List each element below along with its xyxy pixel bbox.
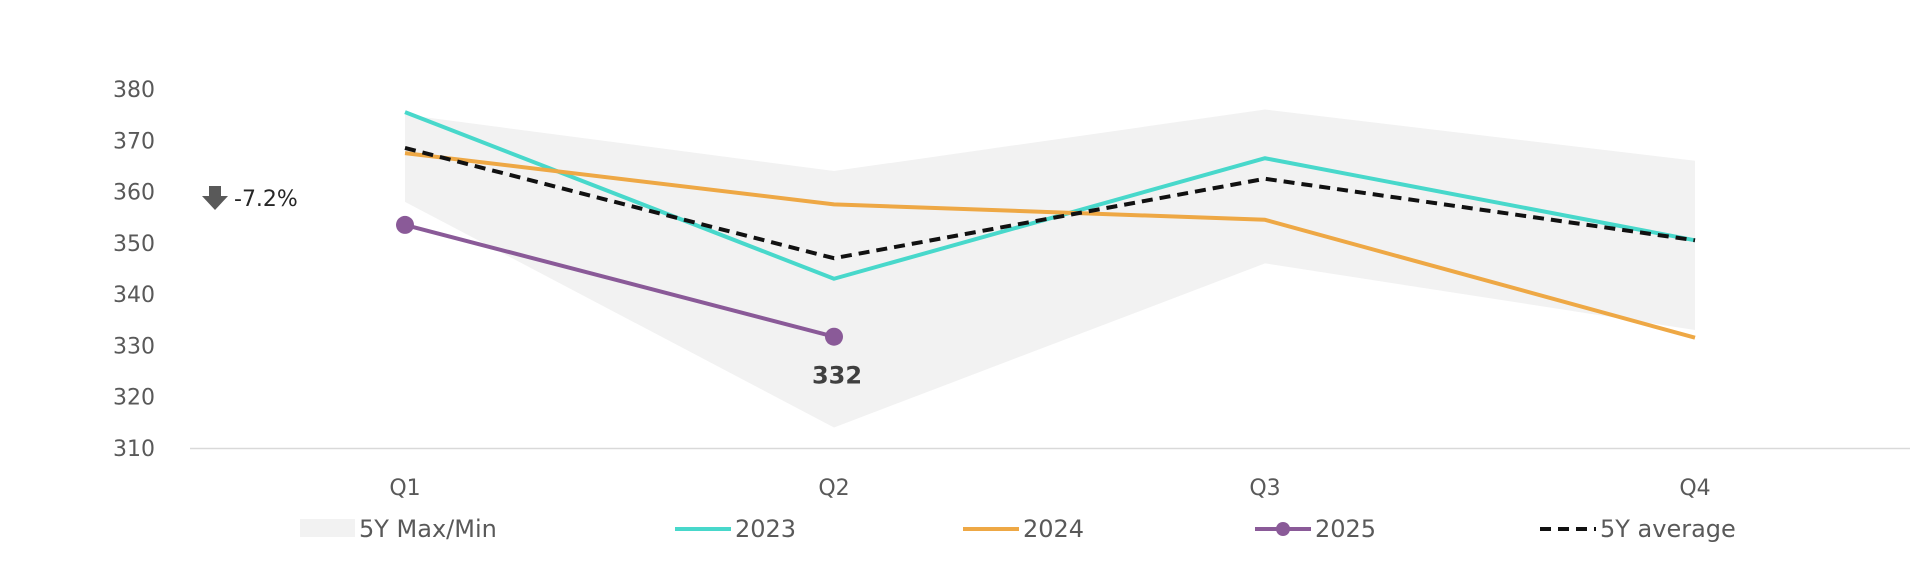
series-line-5y-average (404, 146, 1696, 261)
band-layer (405, 109, 1695, 428)
legend-item-2025: 2025 (1255, 515, 1376, 543)
x-tick-label: Q3 (1249, 476, 1280, 501)
legend-label: 5Y Max/Min (359, 515, 497, 543)
legend-label: 2025 (1315, 515, 1376, 543)
series-point-2025 (825, 327, 843, 346)
y-tick-label: 380 (113, 78, 155, 103)
legend-label: 2024 (1023, 515, 1084, 543)
y-tick-label: 350 (113, 232, 155, 257)
y-tick-label: 310 (113, 437, 155, 462)
annotation: -7.2% (202, 186, 298, 212)
y-tick-label: 340 (113, 283, 155, 308)
band-max-min-area (405, 109, 1695, 428)
x-tick-label: Q4 (1679, 476, 1710, 501)
legend-item-2024: 2024 (963, 515, 1084, 543)
series-line-2025 (404, 222, 835, 339)
y-tick-label: 330 (113, 334, 155, 359)
series-layer (396, 110, 1696, 346)
legend-item-2023: 2023 (675, 515, 796, 543)
series-line-2024 (404, 151, 1696, 340)
legend-label: 2023 (735, 515, 796, 543)
series-point-2025 (396, 215, 414, 234)
legend-item-5y-max-min: 5Y Max/Min (300, 515, 497, 543)
data-label-layer: 332 (812, 362, 862, 390)
legend-label: 5Y average (1600, 515, 1736, 543)
legend-item-5y-average: 5Y average (1540, 515, 1736, 543)
data-label: 332 (812, 362, 862, 390)
legend: 5Y Max/Min 2023 2024 2025 5Y average (300, 515, 1736, 543)
x-axis: Q1 Q2 Q3 Q4 (389, 476, 1710, 501)
x-tick-label: Q1 (389, 476, 420, 501)
legend-swatch (300, 519, 355, 537)
annotation-text: -7.2% (234, 187, 298, 212)
series-line-2023 (404, 110, 1696, 281)
x-tick-label: Q2 (818, 476, 849, 501)
arrow-down-icon (202, 186, 228, 210)
y-axis: 310 320 330 340 350 360 370 380 (113, 78, 155, 462)
y-tick-label: 370 (113, 129, 155, 154)
legend-marker (1276, 522, 1290, 536)
y-tick-label: 320 (113, 386, 155, 411)
y-tick-label: 360 (113, 181, 155, 206)
